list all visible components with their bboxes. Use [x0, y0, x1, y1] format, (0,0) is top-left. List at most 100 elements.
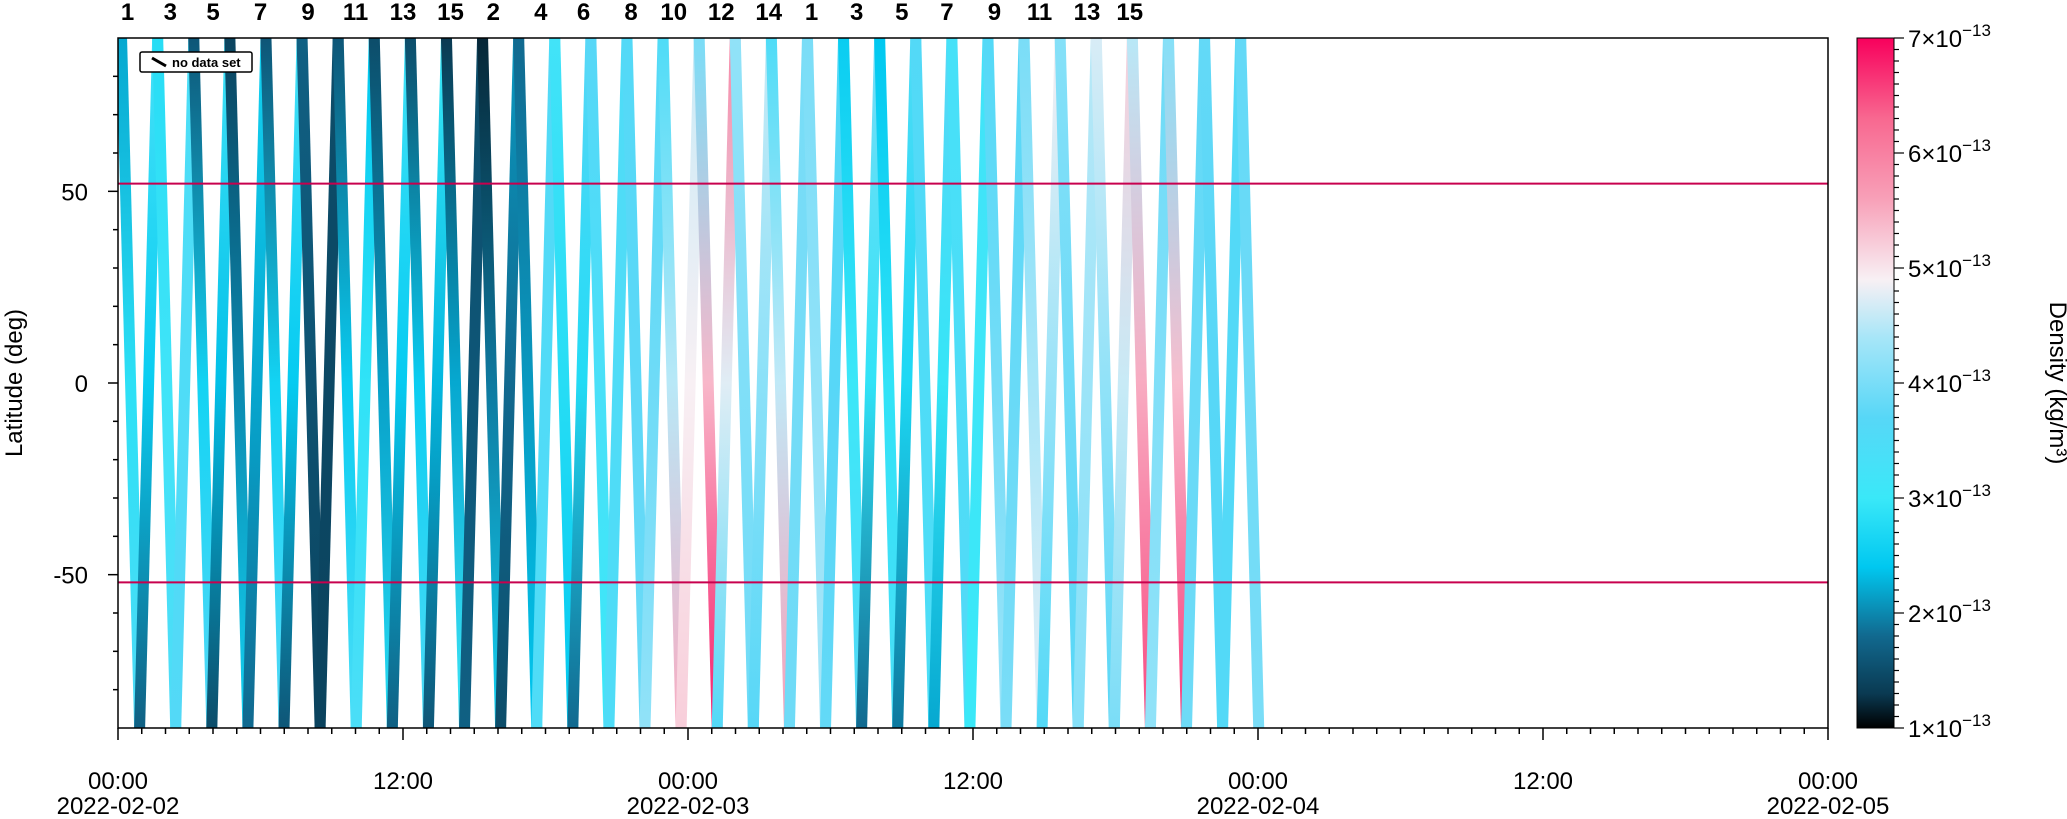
y-tick-label: 50	[61, 179, 88, 206]
pass-segment	[856, 38, 886, 728]
pass-segment	[459, 38, 489, 728]
legend-line-icon	[151, 56, 167, 68]
x-date-label: 2022-02-05	[1767, 793, 1890, 819]
pass-segment	[747, 38, 777, 728]
pass-segment	[1199, 38, 1229, 728]
pass-segment	[368, 38, 398, 728]
orbit-label: 13	[1074, 0, 1101, 26]
orbit-label: 1	[121, 0, 134, 26]
y-tick-label: 0	[75, 371, 88, 398]
pass-segment	[1054, 38, 1084, 728]
pass-segment	[567, 38, 597, 728]
y-tick-label: -50	[53, 563, 88, 590]
x-tick-label: 12:00	[943, 768, 1003, 795]
pass-segment	[440, 38, 471, 728]
pass-segment	[1108, 38, 1138, 728]
colorbar-tick-label: 2×10−13	[1908, 596, 1991, 628]
x-tick-label: 12:00	[373, 768, 433, 795]
colorbar-tick-label: 5×10−13	[1908, 251, 1991, 283]
colorbar-label: Density (kg/m³)	[2044, 302, 2067, 465]
pass-segment	[1000, 38, 1030, 728]
x-date-label: 2022-02-02	[57, 793, 180, 819]
x-tick-label: 00:00	[88, 768, 148, 795]
pass-segment	[1036, 38, 1066, 728]
colorbar-gradient	[1857, 38, 1894, 728]
pass-segment	[946, 38, 976, 728]
orbit-number-labels: 1 3 5 7 9 11 13 15 2 4 6 8 10 12 14 1 3 5 7 9 11 13 15	[121, 0, 1143, 26]
orbit-label: 10	[660, 0, 687, 26]
orbit-label: 14	[755, 0, 782, 26]
x-date-label: 2022-02-03	[627, 793, 750, 819]
colorbar: 1×10−13 2×10−13 3×10−13 4×10−13 5×10−13 6×10−…	[1856, 21, 1991, 743]
pass-segment	[278, 38, 308, 728]
orbit-label: 6	[577, 0, 590, 26]
pass-segment	[1217, 38, 1247, 728]
pass-segment	[350, 38, 380, 728]
pass-segment	[386, 38, 416, 728]
orbit-label: 1	[805, 0, 818, 26]
x-tick-label: 12:00	[1513, 768, 1573, 795]
orbit-label: 3	[164, 0, 177, 26]
pass-segment	[1090, 38, 1120, 728]
y-axis-label: Latitude (deg)	[1, 309, 28, 457]
orbit-label: 8	[624, 0, 637, 26]
orbit-label: 7	[940, 0, 953, 26]
pass-segment	[892, 38, 922, 728]
orbit-label: 15	[1116, 0, 1143, 26]
orbit-label: 5	[206, 0, 219, 26]
colorbar-tick-label: 4×10−13	[1908, 366, 1991, 398]
x-tick-label: 00:00	[1798, 768, 1858, 795]
pass-segment	[188, 38, 218, 728]
colorbar-tick-label: 7×10−13	[1908, 21, 1991, 53]
pass-segment	[206, 38, 236, 728]
pass-segment	[134, 38, 164, 728]
satellite-passes	[118, 38, 1265, 728]
pass-segment	[1162, 38, 1193, 728]
pass-segment	[1072, 38, 1102, 728]
pass-segment	[729, 38, 759, 728]
pass-segment	[513, 38, 543, 728]
orbit-label: 9	[988, 0, 1001, 26]
pass-segment	[982, 38, 1012, 728]
pass-segment	[495, 38, 525, 728]
pass-segment	[675, 38, 705, 728]
pass-segment	[603, 38, 633, 728]
pass-segment	[910, 38, 940, 728]
pass-segment	[1018, 38, 1048, 728]
pass-segment	[928, 38, 958, 728]
colorbar-tick-label: 3×10−13	[1908, 481, 1991, 513]
orbit-label: 15	[437, 0, 464, 26]
orbit-label: 9	[301, 0, 314, 26]
pass-segment	[783, 38, 813, 728]
colorbar-tick-label: 1×10−13	[1908, 711, 1991, 743]
colorbar-tick-label: 6×10−13	[1908, 136, 1991, 168]
pass-segment	[118, 38, 146, 728]
pass-segment	[711, 38, 741, 728]
x-date-label: 2022-02-04	[1197, 793, 1320, 819]
orbit-label: 4	[534, 0, 548, 26]
pass-segment	[260, 38, 290, 728]
pass-segment	[820, 38, 850, 728]
pass-segment	[639, 38, 669, 728]
orbit-label: 7	[254, 0, 267, 26]
pass-segment	[314, 38, 344, 728]
legend-label: no data set	[172, 55, 241, 70]
pass-segment	[549, 38, 579, 728]
orbit-label: 5	[895, 0, 908, 26]
colorbar-ticks: 1×10−13 2×10−13 3×10−13 4×10−13 5×10−13 6×10−…	[1894, 21, 1991, 743]
x-tick-label: 00:00	[1228, 768, 1288, 795]
orbit-label: 11	[343, 0, 368, 26]
y-axis: 50 0 -50	[53, 75, 118, 691]
legend: no data set	[139, 51, 253, 73]
pass-segment	[1235, 38, 1265, 728]
pass-segment	[1126, 38, 1156, 728]
pass-segment	[1144, 38, 1174, 728]
pass-segment	[296, 38, 326, 728]
pass-segment	[422, 38, 452, 728]
reference-lines	[118, 182, 1828, 584]
pass-segment	[152, 38, 182, 728]
pass-segment	[477, 38, 507, 728]
orbit-label: 11	[1027, 0, 1052, 26]
